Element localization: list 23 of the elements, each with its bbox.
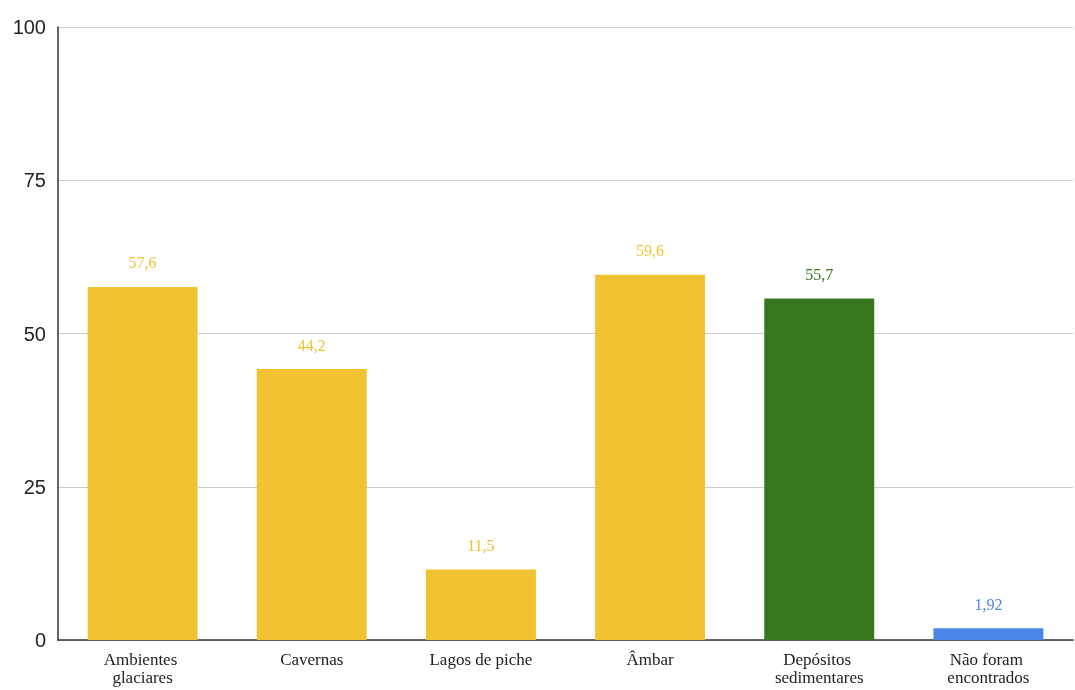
x-tick-label: Lagos de piche: [429, 649, 533, 669]
bar: [933, 628, 1044, 640]
bar: [595, 274, 706, 640]
data-label: 55,7: [805, 266, 834, 284]
data-label: 44,2: [297, 336, 326, 354]
data-label: 59,6: [636, 242, 665, 260]
bar: [256, 369, 367, 640]
x-tick-label: Cavernas: [280, 649, 344, 669]
bar: [764, 298, 875, 640]
data-label: 1,92: [974, 595, 1003, 613]
data-label: 57,6: [128, 254, 157, 272]
y-tick-label: 100: [12, 16, 46, 38]
x-tick-label: Ambientes glaciares: [103, 649, 182, 687]
x-tick-label: Âmbar: [626, 649, 675, 669]
bar: [425, 569, 536, 640]
data-label: 11,5: [467, 537, 495, 555]
y-tick-label: 50: [23, 322, 46, 345]
y-tick-label: 0: [34, 629, 46, 651]
bar: [87, 286, 198, 640]
y-tick-label: 75: [23, 169, 46, 192]
y-tick-label: 25: [23, 475, 46, 498]
x-tick-label: Não foram encontrados: [947, 649, 1030, 687]
x-tick-label: Depósitos sedimentares: [774, 649, 864, 687]
